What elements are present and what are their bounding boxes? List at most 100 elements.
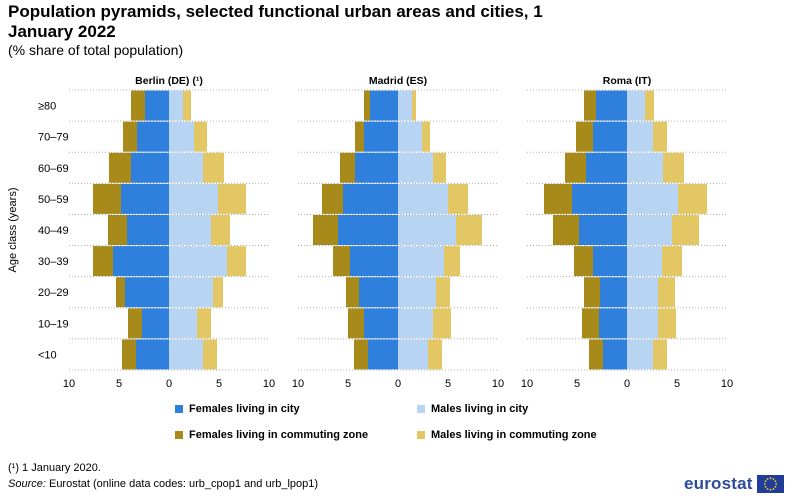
panel-title-madrid: Madrid (ES) [369, 75, 427, 87]
bar-males-commuting [218, 183, 246, 214]
bar-males-city [627, 277, 658, 308]
bar-females-city [113, 246, 169, 277]
bar-males-city [169, 183, 218, 214]
bar-females-city [145, 90, 169, 121]
bar-females-city [125, 277, 169, 308]
bar-females-commuting [93, 246, 113, 277]
x-tick-label: 5 [574, 378, 580, 390]
bar-males-city [627, 121, 653, 152]
age-label-2: 60–69 [38, 163, 69, 175]
legend-item-females-city: Females living in city [175, 403, 300, 415]
bar-males-city [627, 246, 662, 277]
bar-males-commuting [448, 183, 468, 214]
bar-males-city [398, 246, 444, 277]
bar-females-city [355, 152, 398, 183]
bar-males-commuting [194, 121, 207, 152]
footnote: (¹) 1 January 2020. [8, 462, 101, 474]
x-tick-label: 5 [345, 378, 351, 390]
bar-males-commuting [444, 246, 460, 277]
bar-males-commuting [422, 121, 430, 152]
bar-males-commuting [645, 90, 654, 121]
bar-males-commuting [653, 339, 667, 370]
bar-males-city [398, 90, 412, 121]
panel-madrid: Madrid (ES) 10 5 0 5 10 [292, 75, 504, 390]
bar-males-city [169, 339, 203, 370]
legend-item-males-commuting: Males living in commuting zone [417, 429, 597, 441]
bar-females-city [343, 183, 398, 214]
bar-males-city [398, 183, 448, 214]
bar-males-commuting [662, 246, 682, 277]
bar-females-commuting [355, 121, 364, 152]
legend-swatch-females-city [175, 405, 183, 413]
bar-females-commuting [584, 277, 600, 308]
bar-males-city [398, 121, 422, 152]
x-tick-label: 0 [395, 378, 401, 390]
bar-females-city [600, 277, 627, 308]
bar-females-city [596, 90, 627, 121]
bar-females-city [142, 308, 169, 339]
legend-label-females-commuting: Females living in commuting zone [189, 429, 369, 441]
bar-females-commuting [574, 246, 593, 277]
x-tick-label: 10 [63, 378, 75, 390]
bar-females-city [131, 152, 169, 183]
bar-females-commuting [116, 277, 125, 308]
x-tick-label: 5 [445, 378, 451, 390]
bar-males-commuting [211, 215, 230, 245]
bar-females-city [137, 121, 169, 152]
legend-item-males-city: Males living in city [417, 403, 528, 415]
bar-males-city [169, 308, 197, 339]
age-label-1: 70–79 [38, 132, 69, 144]
bar-females-commuting [348, 308, 364, 339]
x-tick-label: 10 [721, 378, 733, 390]
bar-females-city [364, 121, 398, 152]
age-label-5: 30–39 [38, 256, 69, 268]
bar-females-city [603, 339, 627, 370]
bar-females-city [593, 246, 627, 277]
legend-swatch-males-city [417, 405, 425, 413]
bar-females-city [136, 339, 169, 370]
bar-males-city [627, 90, 645, 121]
bar-males-city [169, 277, 213, 308]
bar-males-commuting [433, 152, 446, 183]
bar-females-city [579, 215, 627, 245]
bar-males-city [627, 215, 672, 245]
bar-males-commuting [197, 308, 211, 339]
bar-females-commuting [109, 152, 131, 183]
bar-males-commuting [672, 215, 699, 245]
bar-males-commuting [436, 277, 450, 308]
bar-females-commuting [108, 215, 127, 245]
legend-label-males-city: Males living in city [431, 403, 529, 415]
source-note: Source: Eurostat (online data codes: urb… [8, 478, 318, 490]
bar-males-commuting [653, 121, 667, 152]
bar-females-commuting [122, 339, 136, 370]
legend-swatch-males-commuting [417, 431, 425, 439]
bar-females-commuting [354, 339, 368, 370]
bar-females-commuting [544, 183, 572, 214]
bar-males-city [627, 339, 653, 370]
bar-males-commuting [678, 183, 707, 214]
bar-males-commuting [658, 277, 675, 308]
bar-males-city [627, 183, 678, 214]
bar-males-commuting [663, 152, 684, 183]
bar-males-commuting [433, 308, 451, 339]
bar-females-city [599, 308, 627, 339]
bar-females-commuting [333, 246, 350, 277]
legend-label-females-city: Females living in city [189, 403, 300, 415]
legend-item-females-commuting: Females living in commuting zone [175, 429, 368, 441]
x-tick-label: 0 [624, 378, 630, 390]
bar-males-commuting [227, 246, 246, 277]
bar-females-city [364, 308, 398, 339]
y-axis-title: Age class (years) [7, 188, 19, 273]
bar-males-city [398, 152, 433, 183]
age-label-7: 10–19 [38, 318, 69, 330]
bar-females-commuting [582, 308, 599, 339]
bar-females-commuting [123, 121, 137, 152]
eurostat-logo: eurostat [684, 474, 784, 494]
bar-males-commuting [183, 90, 191, 121]
bar-females-commuting [322, 183, 343, 214]
bar-males-city [398, 339, 428, 370]
logo-text: eurostat [684, 474, 753, 493]
bar-females-commuting [346, 277, 359, 308]
bar-females-commuting [131, 90, 145, 121]
bar-males-commuting [203, 152, 224, 183]
